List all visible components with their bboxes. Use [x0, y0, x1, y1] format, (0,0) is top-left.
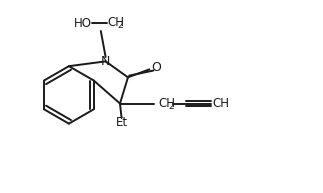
Text: N: N — [101, 55, 110, 68]
Text: 2: 2 — [169, 102, 174, 111]
Text: Et: Et — [116, 116, 128, 129]
Text: CH: CH — [213, 97, 230, 110]
Text: CH: CH — [107, 16, 124, 29]
Text: HO: HO — [74, 17, 92, 30]
Text: O: O — [151, 61, 161, 74]
Text: CH: CH — [158, 97, 175, 110]
Text: 2: 2 — [118, 21, 123, 30]
